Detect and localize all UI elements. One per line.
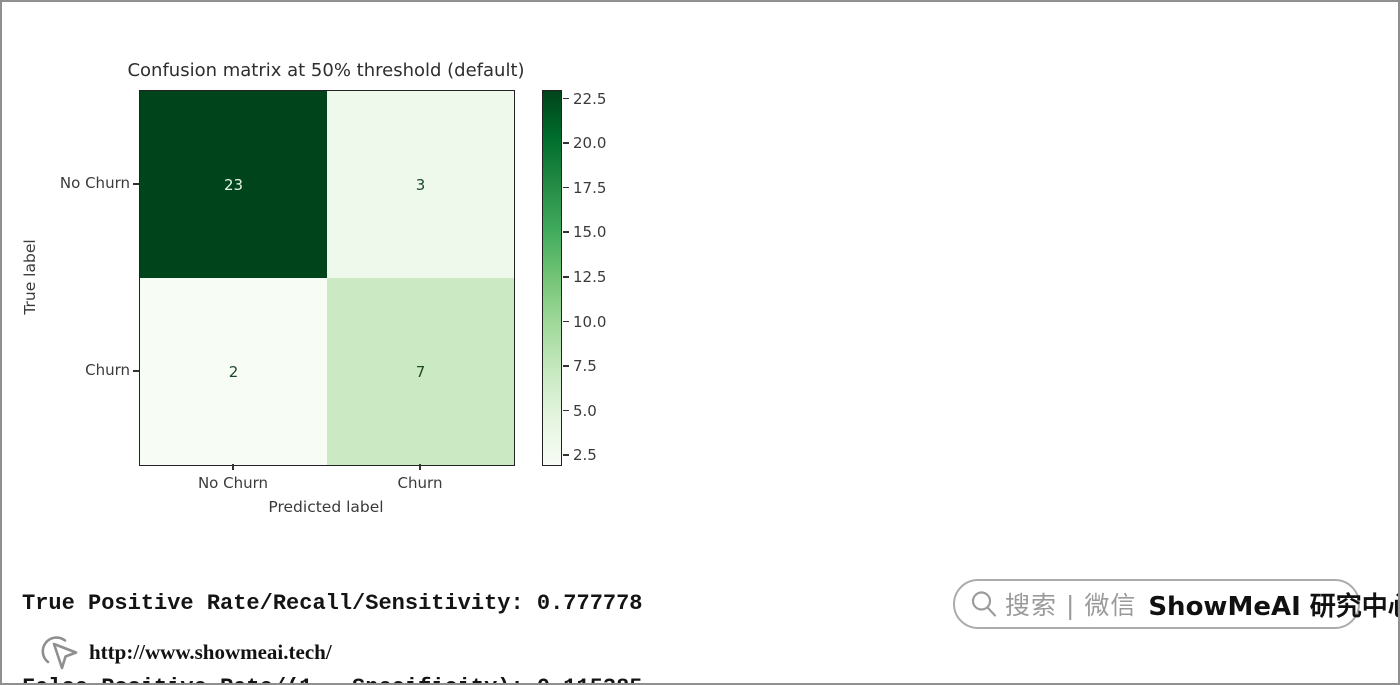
y-axis-tick — [133, 370, 139, 372]
x-tick-label-no-churn: No Churn — [197, 474, 269, 492]
x-axis-label: Predicted label — [268, 498, 384, 516]
colorbar-tick-mark — [563, 365, 569, 367]
y-axis-tick — [133, 183, 139, 185]
cursor-click-icon — [41, 636, 78, 670]
x-axis-tick — [419, 464, 421, 470]
search-icon — [971, 591, 997, 617]
colorbar-tick-label: 12.5 — [573, 268, 607, 286]
heatmap-cell-tp: 7 — [327, 278, 514, 465]
colorbar-tick-mark — [563, 320, 569, 323]
colorbar-tick-label: 20.0 — [573, 134, 607, 153]
x-axis-tick — [232, 464, 234, 470]
cell-value: 2 — [228, 362, 239, 381]
colorbar-tick-label: 17.5 — [573, 178, 607, 197]
y-tick-label-no-churn: No Churn — [59, 174, 130, 192]
colorbar — [542, 90, 562, 466]
cell-value: 7 — [415, 362, 426, 381]
heatmap-cell-tn: 23 — [140, 91, 327, 278]
colorbar-tick-label: 10.0 — [573, 312, 607, 331]
metrics-text-block: True Positive Rate/Recall/Sensitivity: 0… — [22, 534, 643, 683]
colorbar-tick-mark — [563, 186, 569, 189]
colorbar-tick-mark — [563, 409, 569, 412]
colorbar-tick-mark — [563, 97, 569, 100]
y-axis-label: True label — [21, 239, 39, 315]
confusion-matrix-heatmap: 23 3 2 7 — [139, 90, 515, 466]
search-placeholder: 搜索 | 微信 — [1005, 591, 1137, 620]
heatmap-cell-fp: 3 — [327, 91, 514, 278]
y-tick-label-churn: Churn — [85, 361, 130, 379]
metric-line-tpr: True Positive Rate/Recall/Sensitivity: 0… — [22, 591, 643, 616]
colorbar-tick-label: 7.5 — [573, 357, 597, 376]
colorbar-ticks: 2.5 5.0 7.5 10.0 12.5 15.0 17.5 20.0 22.5 — [563, 90, 623, 464]
colorbar-tick-label: 15.0 — [573, 223, 607, 242]
footer: http://www.showmeai.tech/ — [35, 630, 332, 674]
colorbar-tick-label: 2.5 — [573, 446, 597, 465]
chart-title: Confusion matrix at 50% threshold (defau… — [127, 60, 525, 81]
colorbar-tick-label: 22.5 — [573, 89, 607, 108]
x-tick-label-churn: Churn — [397, 474, 443, 492]
colorbar-tick-mark — [563, 142, 569, 144]
colorbar-tick-mark — [563, 454, 569, 456]
footer-url-link[interactable]: http://www.showmeai.tech/ — [89, 639, 332, 664]
heatmap-cell-fn: 2 — [140, 278, 327, 465]
colorbar-tick-label: 5.0 — [573, 401, 597, 420]
wechat-search-pill[interactable]: 搜索 | 微信 ShowMeAI 研究中心 — [953, 579, 1398, 629]
cell-value: 3 — [415, 175, 426, 194]
colorbar-tick-mark — [563, 231, 569, 233]
cell-value: 23 — [223, 175, 244, 194]
colorbar-tick-mark — [563, 276, 569, 278]
metric-line-fpr: False Positive Rate/(1 - Specificity): 0… — [22, 674, 643, 683]
brand-name: ShowMeAI 研究中心 — [1148, 591, 1400, 622]
